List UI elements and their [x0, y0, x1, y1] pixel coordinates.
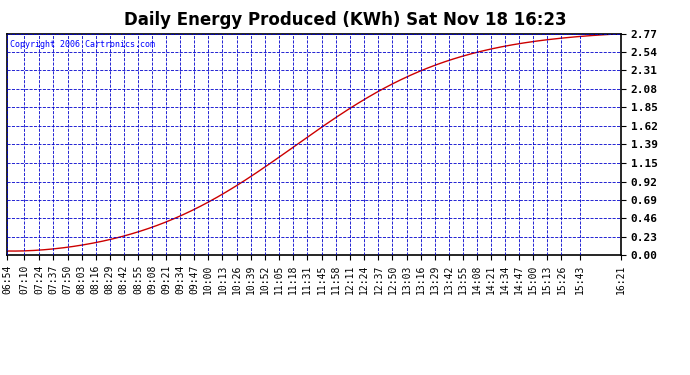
Text: Daily Energy Produced (KWh) Sat Nov 18 16:23: Daily Energy Produced (KWh) Sat Nov 18 1…: [124, 11, 566, 29]
Text: Copyright 2006 Cartronics.com: Copyright 2006 Cartronics.com: [10, 40, 155, 50]
